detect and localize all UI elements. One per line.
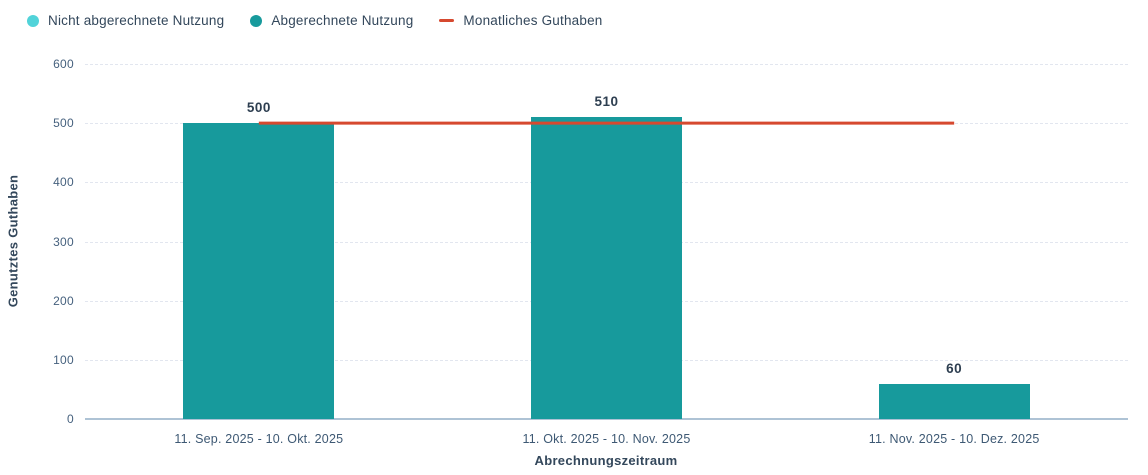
chart-legend: Nicht abgerechnete Nutzung Abgerechnete N… — [27, 13, 603, 28]
bar-2[interactable] — [878, 383, 1030, 419]
legend-label: Nicht abgerechnete Nutzung — [48, 13, 225, 28]
legend-dash-icon — [439, 19, 455, 22]
y-tick-label: 500 — [53, 116, 74, 131]
bar-value-label: 500 — [246, 100, 271, 116]
plot-area: 0 100 200 300 400 500 600 500 510 60 11. Sep. 20… — [53, 57, 1128, 446]
y-tick-label: 100 — [53, 352, 74, 367]
legend-item-2[interactable]: Monatliches Guthaben — [439, 13, 602, 28]
legend-dot-icon — [250, 14, 263, 27]
bar-0[interactable] — [183, 123, 335, 419]
x-tick-label: 11. Sep. 2025 - 10. Okt. 2025 — [174, 432, 344, 446]
y-tick-label: 300 — [53, 234, 74, 249]
legend-item-0[interactable]: Nicht abgerechnete Nutzung — [27, 13, 224, 28]
x-tick-label: 11. Nov. 2025 - 10. Dez. 2025 — [868, 432, 1040, 446]
bar-value-label: 510 — [594, 94, 619, 110]
legend-dot-icon — [27, 14, 39, 27]
bar-1[interactable] — [531, 117, 682, 419]
y-tick-label: 0 — [67, 412, 74, 426]
y-tick-label: 200 — [53, 293, 74, 308]
x-axis-title: Abrechnungszeitraum — [534, 453, 678, 468]
y-tick-label: 400 — [53, 175, 74, 190]
y-axis-title: Genutztes Guthaben — [5, 174, 21, 308]
legend-item-1[interactable]: Abgerechnete Nutzung — [250, 13, 413, 28]
legend-label: Abgerechnete Nutzung — [271, 13, 414, 28]
y-tick-label: 600 — [53, 57, 74, 71]
x-tick-label: 11. Okt. 2025 - 10. Nov. 2025 — [522, 432, 691, 446]
bar-value-label: 60 — [946, 360, 963, 376]
x-axis-baseline — [85, 418, 1128, 420]
legend-label: Monatliches Guthaben — [463, 13, 603, 28]
gridline-600 — [85, 64, 1128, 65]
